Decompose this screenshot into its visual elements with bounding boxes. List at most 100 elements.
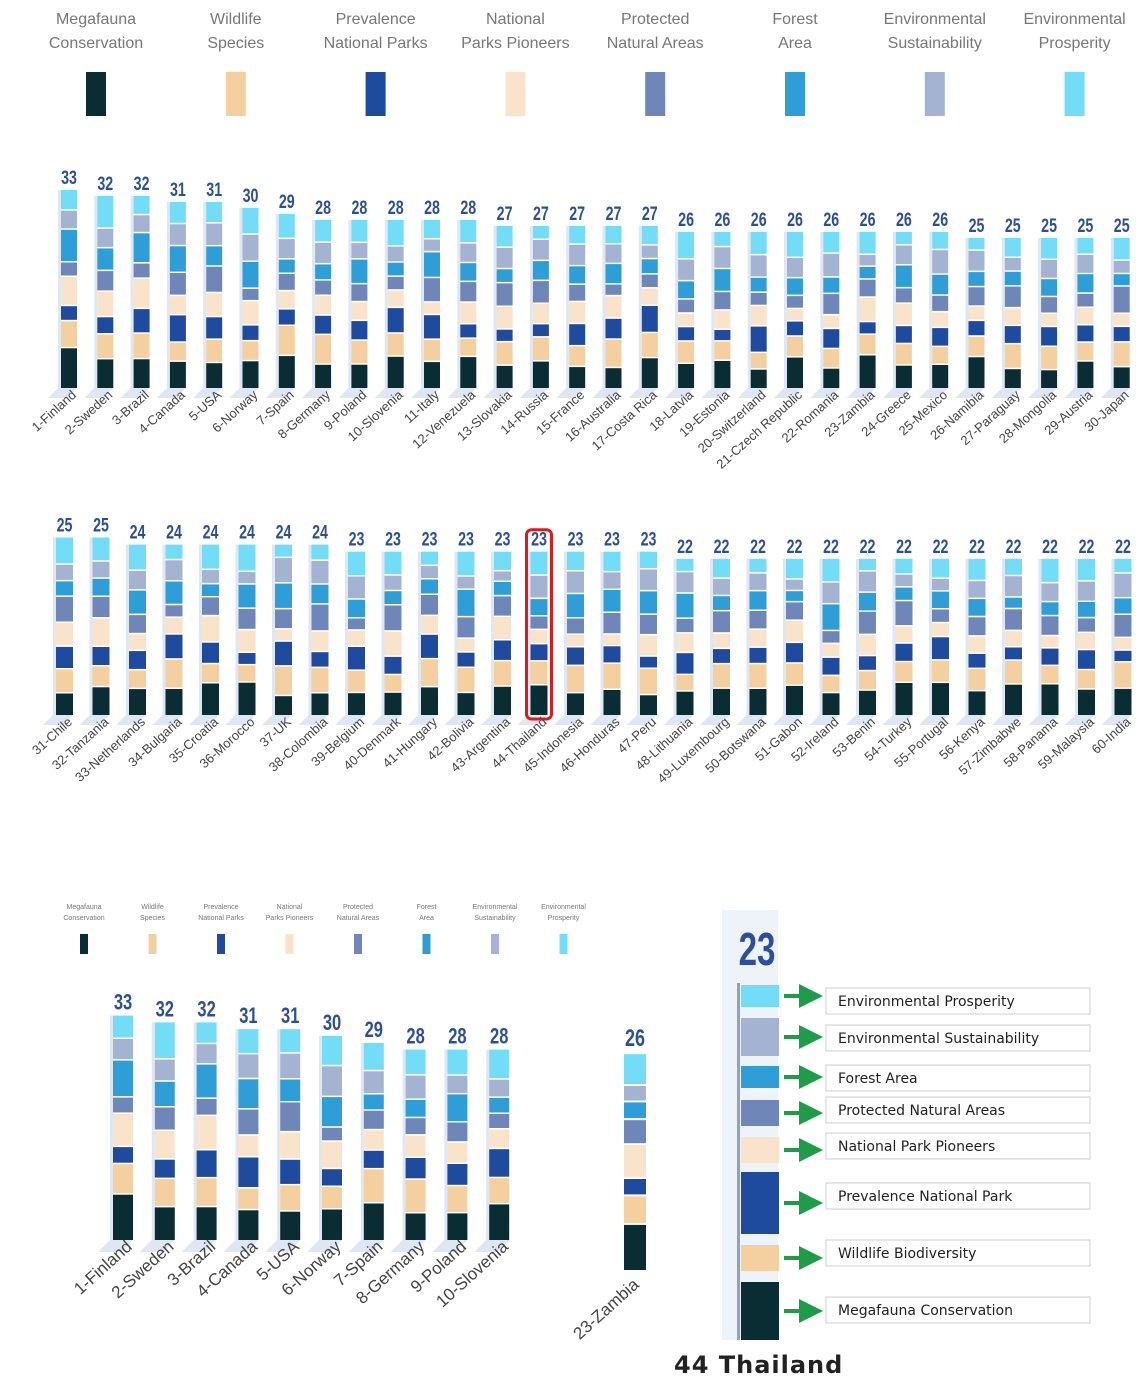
callout-wildlife-box <box>825 1239 1091 1267</box>
44-thailand-highlight-box <box>525 528 553 721</box>
10-slovenia-forest-segment <box>387 262 404 276</box>
3-brazil-prosperity-segment <box>196 1022 217 1043</box>
legend-sustainability-label: Environmental <box>884 11 986 28</box>
legend-prevalence-label: Prevalence <box>336 11 416 28</box>
10-slovenia-pioneers-segment <box>489 1129 510 1148</box>
24-greece-prosperity-segment <box>895 232 912 244</box>
30-japan-forest-segment <box>1113 274 1130 286</box>
38-colombia-protected-segment <box>311 604 329 631</box>
24-greece-pioneers-segment <box>895 303 912 325</box>
6-norway-pioneers-segment <box>242 301 259 325</box>
6-norway-wildlife-segment <box>242 341 259 360</box>
7-spain-protected-segment <box>278 274 295 290</box>
19-estonia-wildlife-segment <box>714 341 731 360</box>
31-chile-pioneers-segment <box>56 623 73 646</box>
small-legend-wildlife-label: Species <box>140 915 165 922</box>
16-australia-pioneers-segment <box>605 296 622 318</box>
34-bulgaria-forest-segment <box>165 581 183 604</box>
47-peru-protected-segment <box>640 614 657 634</box>
57-zimbabwe-pioneers-segment <box>1005 631 1022 646</box>
small-legend-prevalence-label: National Parks <box>198 915 244 922</box>
42-bolivia-protected-segment <box>457 617 475 638</box>
1-finland-megafauna-segment <box>61 348 77 388</box>
9-poland-edge <box>348 220 352 388</box>
34-bulgaria-prevalence-segment <box>165 634 183 659</box>
8-germany-pioneers-segment <box>405 1135 426 1157</box>
29-austria-prevalence-segment <box>1077 325 1094 342</box>
17-costa-rica-prosperity-segment <box>641 226 658 245</box>
29-austria-forest-segment <box>1077 274 1094 293</box>
small-legend-prevalence-swatch <box>217 934 225 954</box>
4-canada-score: 31 <box>170 179 186 200</box>
31-chile-megafauna-segment <box>56 693 73 715</box>
24-greece-shadow <box>882 388 912 398</box>
13-slovakia-pioneers-segment <box>496 307 513 329</box>
4-canada-prosperity-segment <box>169 202 186 223</box>
small-legend-sustainability-label: Environmental <box>473 904 518 911</box>
callout-wildlife-segment <box>741 1245 779 1271</box>
8-germany-pioneers-segment <box>315 296 332 315</box>
30-japan-pioneers-segment <box>1113 314 1130 326</box>
16-australia-sustainability-segment <box>605 244 622 263</box>
legend-protected-swatch <box>645 72 666 116</box>
callout-pioneers-segment <box>741 1137 779 1163</box>
callout-prevalence-label: Prevalence National Park <box>838 1189 1013 1205</box>
4-canada-edge <box>166 202 170 388</box>
44-thailand-forest-segment <box>530 599 548 615</box>
5-usa-wildlife-segment <box>206 340 223 362</box>
2-sweden-edge <box>94 196 98 388</box>
32-tanzania-wildlife-segment <box>92 666 110 686</box>
22-romania-prevalence-segment <box>823 329 840 348</box>
14-russia-protected-segment <box>532 281 549 303</box>
18-latvia-forest-segment <box>678 281 695 299</box>
13-slovakia-edge <box>493 226 497 388</box>
39-belgium-score: 23 <box>349 529 365 550</box>
38-colombia-shadow <box>298 715 329 725</box>
legend-megafauna-label: Megafauna <box>56 11 136 28</box>
6-norway-prosperity-segment <box>242 208 259 234</box>
1-finland-pioneers-segment <box>113 1114 133 1146</box>
54-turkey-prosperity-segment <box>895 558 913 574</box>
52-ireland-prosperity-segment <box>822 558 840 582</box>
52-ireland-sustainability-segment <box>822 582 840 603</box>
8-germany-shadow <box>390 1240 426 1252</box>
17-costa-rica-score: 27 <box>642 203 658 224</box>
41-hungary-forest-segment <box>421 579 438 594</box>
6-norway-prosperity-segment <box>322 1036 342 1065</box>
30-japan-edge <box>1110 238 1114 388</box>
31-chile-wildlife-segment <box>56 669 73 693</box>
zambia-bar: 26 23-Zambia <box>570 1026 646 1343</box>
9-poland-forest-segment <box>351 259 368 283</box>
54-turkey-shadow <box>882 715 913 725</box>
callout-wildlife-label: Wildlife Biodiversity <box>838 1246 976 1262</box>
34-bulgaria-edge <box>162 544 166 715</box>
25-mexico-pioneers-segment <box>932 312 949 327</box>
27-paraguay-sustainability-segment <box>1004 258 1021 271</box>
34-bulgaria-prosperity-segment <box>165 544 183 559</box>
16-australia-protected-segment <box>605 284 622 295</box>
27-paraguay-prosperity-segment <box>1004 238 1021 257</box>
6-norway-megafauna-segment <box>242 361 259 388</box>
16-australia-prevalence-segment <box>605 318 622 339</box>
28-mongolia-wildlife-segment <box>1041 347 1058 369</box>
34-bulgaria-sustainability-segment <box>165 560 183 581</box>
43-argentina-prosperity-segment <box>494 551 511 570</box>
47-peru-prevalence-segment <box>640 656 657 668</box>
16-australia-megafauna-segment <box>605 368 622 388</box>
8-germany-prevalence-segment <box>315 315 332 334</box>
8-germany-sustainability-segment <box>405 1075 426 1099</box>
9-poland-shadow <box>432 1240 468 1252</box>
2-sweden-shadow <box>139 1240 175 1252</box>
7-spain-edge <box>275 214 279 388</box>
7-spain-wildlife-segment <box>278 326 295 355</box>
23-zambia-prosperity-segment <box>859 232 876 254</box>
12-venezuela-edge <box>457 220 461 388</box>
58-panama-megafauna-segment <box>1041 684 1059 715</box>
44-thailand-megafauna-segment <box>530 685 548 715</box>
15-france-pioneers-segment <box>569 302 586 323</box>
57-zimbabwe-megafauna-segment <box>1005 684 1022 715</box>
16-australia-prosperity-segment <box>605 226 622 243</box>
35-croatia-edge <box>199 544 202 715</box>
18-latvia-pioneers-segment <box>678 313 695 326</box>
legend-wildlife-label: Wildlife <box>210 11 262 28</box>
